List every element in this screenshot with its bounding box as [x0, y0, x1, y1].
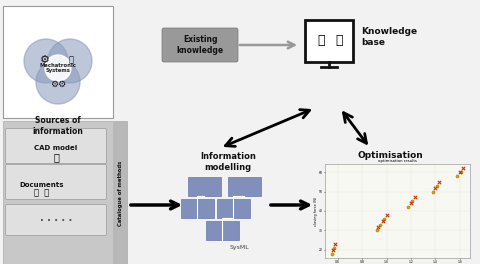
Text: Mechatronic
Systems: Mechatronic Systems [39, 63, 76, 73]
Text: CAD model: CAD model [35, 145, 78, 151]
FancyBboxPatch shape [5, 164, 107, 200]
FancyBboxPatch shape [3, 6, 113, 118]
Text: Existing
knowledge: Existing knowledge [177, 35, 224, 55]
Text: 🖥: 🖥 [53, 152, 59, 162]
Point [429, 190, 437, 194]
Point [432, 184, 440, 188]
Text: Documents: Documents [20, 182, 64, 188]
Point [454, 174, 461, 178]
FancyBboxPatch shape [181, 199, 214, 218]
Text: Sources of
information: Sources of information [33, 116, 84, 136]
Text: Catalogue of methods: Catalogue of methods [118, 160, 123, 226]
FancyBboxPatch shape [188, 177, 221, 196]
Point [407, 201, 415, 205]
FancyBboxPatch shape [114, 121, 127, 264]
Text: · · · · ·: · · · · · [40, 216, 72, 226]
Title: optimisation results: optimisation results [378, 159, 417, 163]
FancyBboxPatch shape [228, 177, 261, 196]
Point [459, 166, 467, 170]
Text: Optimisation: Optimisation [357, 150, 423, 159]
Point [331, 242, 339, 246]
Circle shape [24, 39, 68, 83]
Point [377, 223, 384, 227]
Text: ⚙: ⚙ [40, 55, 50, 65]
Point [383, 213, 390, 217]
Point [379, 219, 387, 223]
FancyBboxPatch shape [206, 221, 239, 240]
Text: 🗄: 🗄 [335, 35, 343, 48]
Point [328, 252, 336, 256]
Y-axis label: closing force (N): closing force (N) [314, 196, 318, 226]
Point [373, 228, 381, 233]
Point [411, 195, 419, 200]
Text: ⚙⚙: ⚙⚙ [50, 79, 66, 88]
Text: 📄  📄: 📄 📄 [35, 188, 49, 197]
Point [408, 199, 416, 203]
FancyBboxPatch shape [162, 28, 238, 62]
Point [456, 170, 464, 174]
Point [432, 186, 439, 190]
Circle shape [48, 39, 92, 83]
FancyBboxPatch shape [305, 20, 353, 62]
Text: 💻: 💻 [69, 55, 73, 64]
FancyBboxPatch shape [5, 205, 107, 235]
Point [405, 205, 412, 209]
Point [457, 170, 465, 174]
Point [330, 246, 338, 250]
FancyBboxPatch shape [217, 199, 250, 218]
Point [374, 224, 382, 229]
FancyBboxPatch shape [5, 129, 107, 163]
FancyBboxPatch shape [3, 121, 113, 264]
Text: 🧠: 🧠 [317, 35, 325, 48]
Circle shape [45, 55, 71, 81]
Text: Knowledge
base: Knowledge base [361, 27, 417, 47]
Text: SysML: SysML [230, 246, 250, 251]
Point [435, 180, 443, 184]
Text: Information
modelling: Information modelling [200, 152, 256, 172]
Point [380, 217, 388, 221]
Circle shape [36, 60, 80, 104]
Point [329, 248, 336, 252]
